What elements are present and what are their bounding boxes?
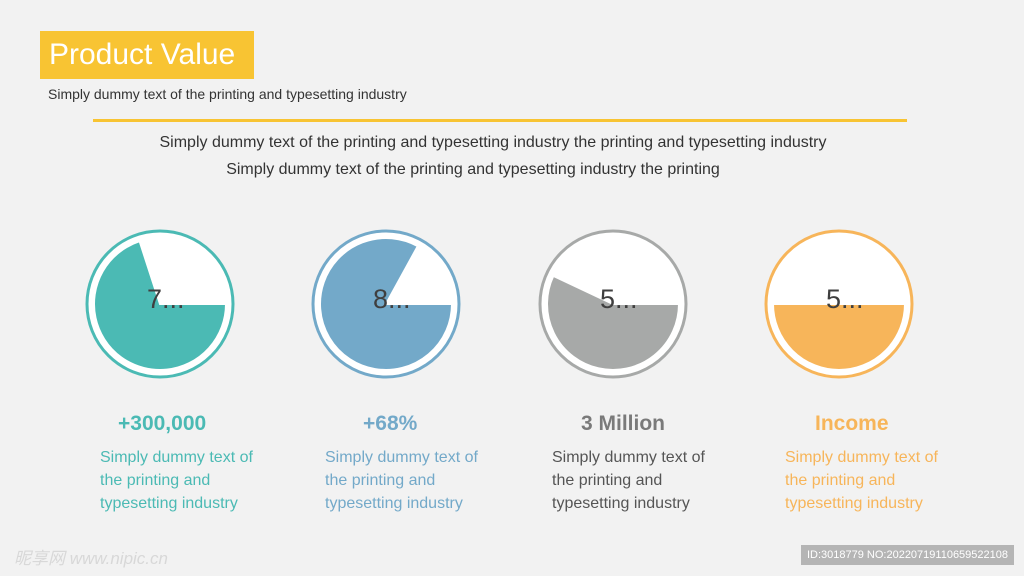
stat-description-3: Simply dummy text of the printing and ty…: [552, 449, 705, 512]
gauge-fill-sector: [319, 236, 454, 371]
watermark-text: 昵享网 www.nipic.cn: [14, 549, 168, 568]
gauge-value-container: 8...: [310, 228, 462, 380]
gauge-3: 5...: [537, 228, 689, 380]
stat-description-4: Simply dummy text of the printing and ty…: [785, 449, 938, 512]
gauge-1: 7...: [84, 228, 236, 380]
stat-heading-3: 3 Million: [581, 412, 665, 435]
watermark-id: ID:3018779 NO:20220719110659522108: [800, 545, 1014, 565]
gauge-value-container: 7...: [84, 228, 236, 380]
stat-heading-2: +68%: [363, 412, 418, 435]
gauge-4: 5...: [763, 228, 915, 380]
gauge-fill-sector: [771, 303, 907, 371]
gauge-value: 5...: [600, 284, 638, 314]
stat-heading-1: +300,000: [118, 412, 207, 435]
gauge-fill-sector: [546, 274, 681, 371]
page-subtitle: Simply dummy text of the printing and ty…: [48, 86, 407, 102]
gauge-value: 5...: [826, 284, 864, 314]
divider-line: [93, 119, 907, 122]
gauge-2: 8...: [310, 228, 462, 380]
stat-description-1: Simply dummy text of the printing and ty…: [100, 449, 253, 512]
gauge-value: 7...: [147, 284, 185, 314]
gauge-value: 8...: [373, 284, 411, 314]
gauge-value-container: 5...: [763, 228, 915, 380]
gauge-value-container: 5...: [537, 228, 689, 380]
stat-heading-4: Income: [815, 412, 889, 435]
gauge-fill-sector: [93, 239, 228, 371]
intro-line-2: Simply dummy text of the printing and ty…: [226, 161, 720, 178]
page-title: Product Value: [49, 38, 236, 71]
intro-line-1: Simply dummy text of the printing and ty…: [159, 134, 827, 151]
stat-description-2: Simply dummy text of the printing and ty…: [325, 449, 478, 512]
title-banner: Product Value: [40, 31, 254, 79]
